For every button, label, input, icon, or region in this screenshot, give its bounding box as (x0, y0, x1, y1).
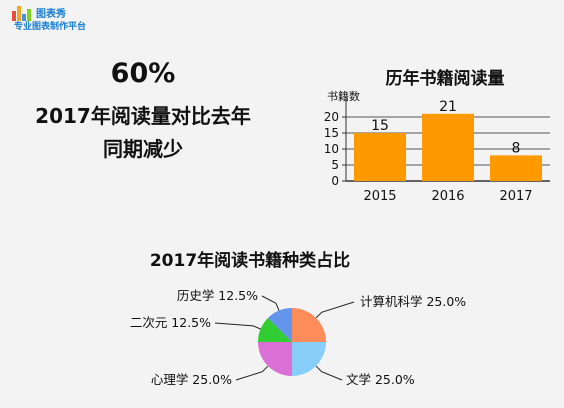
bar-value-label: 15 (371, 118, 389, 134)
bar-value-label: 21 (439, 99, 457, 115)
brand-name: 图表秀 (36, 9, 66, 20)
pie-leader-line (315, 301, 355, 319)
pie-leader-line (315, 365, 343, 381)
pie-slice (258, 342, 292, 376)
pie-chart-title: 2017年阅读书籍种类占比 (149, 251, 351, 271)
pie-slice (292, 342, 326, 376)
y-tick-label: 0 (331, 174, 339, 188)
y-tick-label: 10 (324, 142, 339, 156)
logo-bar (12, 11, 16, 21)
bar (422, 113, 474, 181)
y-tick-label: 15 (324, 126, 339, 140)
pie-leader-line (261, 295, 280, 311)
pie-slice-label: 历史学 12.5% (177, 288, 258, 303)
bar (354, 133, 406, 181)
pie-slice-label: 二次元 12.5% (130, 315, 211, 330)
logo-bars-icon (12, 6, 31, 21)
bar-chart-title: 历年书籍阅读量 (385, 69, 505, 89)
logo-bar (27, 9, 31, 21)
headline-line1: 2017年阅读量对比去年 (35, 104, 251, 128)
y-axis-label: 书籍数 (327, 89, 360, 103)
y-tick-label: 20 (324, 110, 339, 124)
pie-slice (267, 308, 292, 342)
pie-slice (258, 317, 292, 342)
brand-tagline: 专业图表制作平台 (14, 22, 87, 32)
bar-value-label: 8 (512, 140, 521, 156)
pie-leader-line (235, 365, 269, 381)
bar-chart: 0 5 10 15 20 书籍数 15 2015 21 2016 8 2017 (324, 89, 550, 204)
pie-slice (292, 308, 326, 342)
pie-slice-label: 心理学 25.0% (151, 372, 232, 387)
headline-value: 60% (110, 58, 176, 89)
bar (490, 155, 542, 181)
logo-bar (17, 6, 21, 21)
x-tick-label: 2015 (363, 189, 396, 204)
pie-slice-label: 文学 25.0% (346, 372, 415, 387)
pie-chart: 计算机科学 25.0% 文学 25.0% 心理学 25.0% 二次元 12.5% 历史学… (130, 288, 466, 387)
brand-logo: 图表秀 专业图表制作平台 (12, 4, 112, 32)
pie-slice-label: 计算机科学 25.0% (360, 294, 466, 309)
logo-bar (22, 14, 26, 21)
headline-line2: 同期减少 (103, 137, 183, 161)
y-tick-label: 5 (331, 158, 339, 172)
x-tick-label: 2016 (431, 189, 464, 204)
pie-leader-line (214, 322, 261, 330)
x-tick-label: 2017 (499, 189, 532, 204)
